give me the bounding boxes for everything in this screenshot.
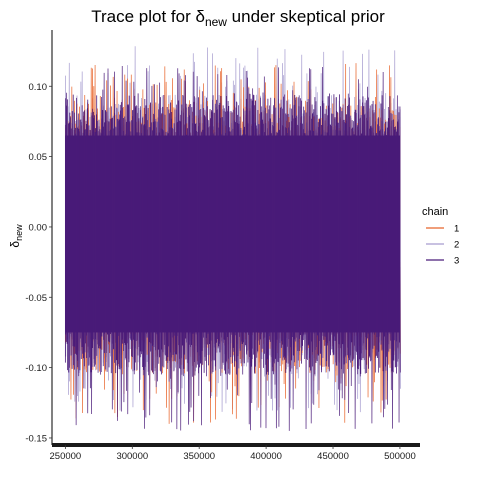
legend-label-chain-1: 1 — [454, 224, 459, 235]
y-tick-label: 0.10 — [29, 82, 48, 93]
x-tick-label: 450000 — [317, 451, 349, 462]
legend-label-chain-2: 2 — [454, 240, 459, 251]
y-tick-label: -0.10 — [25, 363, 47, 374]
ylabel-subscript: new — [14, 224, 24, 241]
y-tick-label: -0.15 — [25, 433, 47, 444]
title-subscript: new — [205, 15, 227, 29]
legend-title: chain — [422, 206, 448, 218]
trace-series — [64, 46, 401, 431]
title-prefix: Trace plot for — [91, 7, 195, 26]
y-ticks: 0.10 0.05 0.00 -0.05 -0.10 -0.15 — [25, 82, 52, 444]
legend: chain 1 2 3 — [422, 206, 459, 267]
x-tick-label: 500000 — [384, 451, 416, 462]
x-tick-label: 250000 — [50, 451, 82, 462]
x-ticks: 250000 300000 350000 400000 450000 500000 — [50, 445, 416, 462]
y-tick-label: 0.05 — [29, 152, 48, 163]
x-tick-label: 400000 — [250, 451, 282, 462]
y-tick-label: 0.00 — [29, 222, 48, 233]
title-suffix: under skeptical prior — [227, 7, 385, 26]
y-tick-label: -0.05 — [25, 293, 47, 304]
trace-band-edges — [64, 93, 401, 375]
legend-label-chain-3: 3 — [454, 256, 459, 267]
title-symbol: δ — [195, 7, 204, 26]
chart-title: Trace plot for δnew under skeptical prio… — [91, 7, 385, 29]
y-axis-label: δnew — [8, 224, 24, 248]
x-tick-label: 300000 — [116, 451, 148, 462]
x-tick-label: 350000 — [183, 451, 215, 462]
ylabel-symbol: δ — [8, 241, 22, 248]
